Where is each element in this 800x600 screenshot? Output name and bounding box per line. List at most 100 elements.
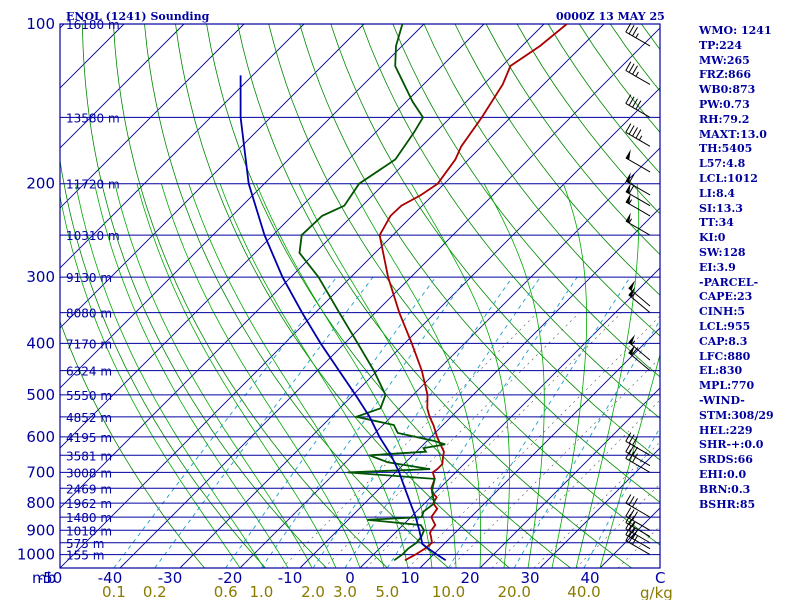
isotherm-line [239, 147, 660, 568]
wind-barb-flag [625, 442, 632, 452]
moist-adiabat-line [188, 183, 385, 568]
temp-tick-label: -20 [218, 569, 243, 587]
wind-barb-flag [628, 515, 635, 525]
mixing-ratio-line [225, 276, 437, 568]
wind-barb-staff [625, 540, 651, 556]
wind-barb-flag [628, 96, 635, 106]
temp-tick-label: 40 [580, 569, 599, 587]
moist-adiabat-line [114, 183, 313, 568]
isotherm-line [60, 24, 365, 329]
mixing-ratio-tick-label: 0.1 [102, 583, 126, 600]
moist-adiabat-line [483, 183, 545, 568]
wind-barb [625, 507, 651, 531]
isotherm-line [479, 387, 660, 568]
chart-title: ENOL (1241) Sounding [66, 10, 210, 23]
wind-barb-flag [632, 65, 638, 75]
wind-barb-staff [625, 180, 651, 196]
index-item: FRZ:866 [699, 68, 752, 82]
wind-barb-flag [632, 26, 638, 37]
aux-dotted-line [365, 312, 622, 568]
height-label: 4195 m [66, 431, 112, 445]
mixing-ratio-line [113, 276, 337, 568]
wind-barb-staff [625, 70, 651, 85]
height-label: 5550 m [66, 389, 112, 403]
moist-adiabat-line [255, 183, 433, 568]
wind-barb [625, 61, 651, 85]
wind-barb-staff [625, 440, 651, 456]
plot-border [59, 23, 661, 569]
mixing-ratio-line [312, 276, 513, 568]
height-label: 3008 m [66, 466, 112, 480]
wind-barb-staff [625, 502, 651, 518]
wind-barb-pennant [628, 344, 635, 356]
moist-adiabat-line [599, 353, 660, 568]
wind-barb-half [631, 340, 636, 345]
index-item: -PARCEL- [699, 275, 759, 289]
height-label: 4852 m [66, 411, 112, 425]
index-item: LFC:880 [699, 349, 751, 363]
mixing-ratio-line [386, 276, 578, 568]
wind-barb [625, 149, 651, 173]
isobars [60, 23, 660, 556]
wind-barb [625, 193, 651, 217]
wind-barb-staff [625, 201, 651, 217]
wind-barb-flag [628, 509, 635, 519]
data-series [239, 24, 568, 562]
aux-dotted-line [575, 483, 660, 568]
isotherm-line [60, 24, 185, 149]
wind-barb-flag [625, 507, 632, 517]
mixing-ratio-tick-label: 20.0 [497, 583, 530, 600]
temp-tick-label: 20 [460, 569, 479, 587]
height-label: 1018 m [66, 524, 112, 538]
index-item: BRN:0.3 [699, 482, 751, 496]
wind-barb-pennant [625, 183, 631, 194]
moist-adiabat-line [349, 183, 481, 568]
wind-barb [625, 123, 651, 147]
wind-barb [628, 287, 651, 314]
height-label: 11720 m [66, 178, 120, 192]
wind-barb-flag [625, 23, 632, 33]
index-item: CINH:5 [699, 305, 746, 319]
index-item: MPL:770 [699, 379, 755, 393]
moist-adiabat-line [219, 183, 409, 568]
wind-barb-pennant [625, 172, 631, 183]
height-label: 1962 m [66, 497, 112, 511]
dry-adiabat-line [361, 24, 660, 419]
background-grid [60, 24, 660, 568]
wind-barb-staff [628, 352, 651, 371]
temp-tick-label: 10 [400, 569, 419, 587]
x-unit-label: C [655, 569, 665, 587]
moist-adiabat-line [136, 183, 337, 568]
wind-barb-half [635, 71, 639, 77]
wind-barb-half [628, 199, 633, 205]
wind-barb-flag [628, 496, 635, 506]
mixing-ratio-tick-label: 2.0 [301, 583, 325, 600]
index-item: -WIND- [699, 393, 745, 407]
moist-adiabat-line [94, 183, 289, 568]
wind-barb-pennant [628, 334, 635, 345]
mixing-ratio-line [448, 276, 631, 568]
moist-adiabat-line [551, 183, 587, 568]
wind-barb-flag [632, 98, 638, 108]
wind-barb-flag [635, 100, 642, 110]
wind-barb-staff [625, 191, 651, 207]
mixing-ratio-tick-label: 40.0 [567, 583, 600, 600]
dry-adiabat-line [330, 24, 660, 461]
wind-barb-half [632, 521, 636, 527]
dry-adiabat-line [423, 24, 660, 337]
aux-dotted-line [407, 315, 660, 568]
pressure-tick-label: 600 [26, 428, 55, 446]
index-item: LCL:955 [699, 319, 751, 333]
wind-barb [625, 449, 651, 473]
wind-barb-half [628, 218, 633, 224]
index-item: LCL:1012 [699, 171, 758, 185]
dry-adiabat-line [454, 24, 660, 296]
isotherm-line [60, 24, 605, 568]
wind-barb [625, 94, 651, 118]
wind-barb-flag [628, 25, 635, 35]
pressure-tick-label: 700 [26, 463, 55, 481]
wind-barb-flag [628, 444, 635, 454]
wind-barb [625, 432, 651, 456]
index-item: PW:0.73 [699, 97, 750, 111]
